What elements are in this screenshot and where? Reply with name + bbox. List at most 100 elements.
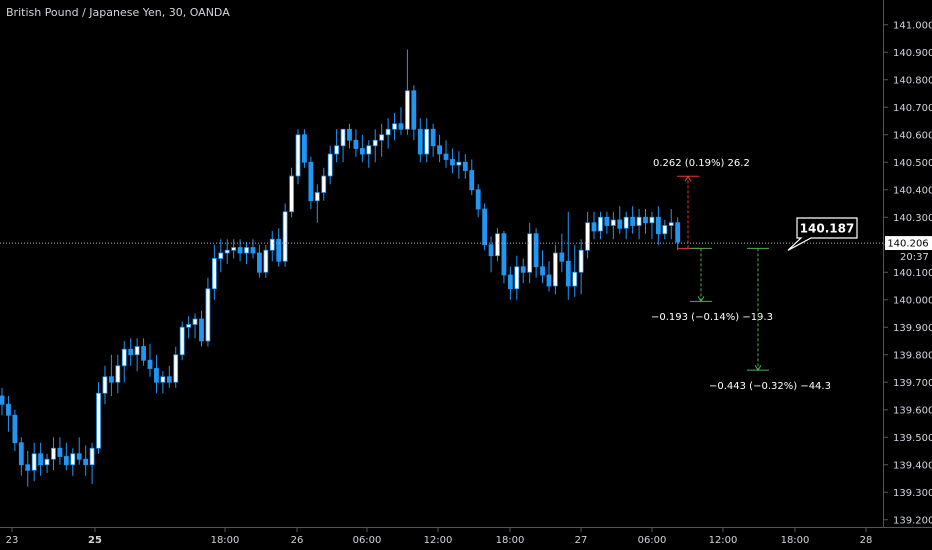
candle-body-down: [359, 148, 365, 155]
candle: [366, 140, 372, 168]
candle-body-down: [12, 414, 18, 444]
candle-body-down: [302, 134, 307, 163]
candle: [610, 211, 616, 240]
candle-body-down: [57, 447, 63, 457]
candle-body-up: [160, 376, 166, 383]
candle: [411, 85, 417, 141]
candle-body-down: [565, 260, 571, 287]
candle: [199, 310, 204, 347]
candle: [572, 244, 578, 297]
candle: [488, 236, 494, 273]
measure-annotation[interactable]: −0.193 (−0.14%) −19.3: [651, 247, 773, 323]
candle-body-down: [443, 153, 449, 160]
candle: [96, 382, 101, 454]
candle: [134, 338, 140, 372]
candle-body-up: [31, 453, 37, 471]
candle: [585, 211, 590, 259]
candle-body-down: [6, 403, 11, 416]
measure-arrowhead: [684, 175, 692, 182]
candle: [359, 134, 365, 163]
candle: [520, 258, 526, 284]
candle-body-down: [25, 464, 31, 471]
candle: [469, 159, 475, 196]
candle-body-up: [295, 134, 301, 177]
candle-body-down: [533, 233, 539, 268]
candle: [385, 118, 391, 149]
chart-title: British Pound / Japanese Yen, 30, OANDA: [6, 6, 230, 19]
candle: [83, 445, 89, 476]
candle-body-up: [392, 123, 397, 130]
time-tick-label: 28: [860, 535, 873, 546]
price-tick-label: 139.600: [893, 405, 932, 416]
candle: [417, 118, 423, 163]
candle-body-down: [437, 145, 442, 155]
candle: [437, 134, 442, 163]
candle-body-down: [76, 453, 82, 460]
candle-body-down: [430, 128, 436, 147]
time-tick-label: 25: [88, 535, 102, 546]
price-tick-label: 139.200: [893, 515, 932, 526]
candle-body-down: [488, 244, 494, 257]
candle: [655, 206, 661, 245]
candle: [430, 123, 436, 157]
candle-body-down: [398, 123, 404, 130]
price-callout[interactable]: 140.187: [787, 217, 858, 251]
candle-body-down: [166, 376, 172, 383]
time-tick-label: 06:00: [353, 535, 382, 546]
candle: [154, 354, 159, 394]
candle-body-down: [462, 161, 468, 171]
candle: [89, 442, 95, 484]
candle-body-down: [154, 368, 159, 383]
candle: [591, 211, 597, 240]
time-axis[interactable]: 23 25 18:00 26 06:00 12:00 18:00 27 06:00 12:00 18…: [6, 528, 873, 546]
candle: [604, 211, 610, 234]
price-tick-label: 140.700: [893, 103, 932, 114]
current-price-value: 140.206: [887, 239, 928, 250]
candle: [38, 442, 44, 476]
candle: [57, 437, 63, 465]
candle-body-up: [662, 225, 668, 235]
candle-body-down: [38, 453, 44, 466]
price-tick-label: 139.800: [893, 350, 932, 361]
price-tick-label: 140.400: [893, 185, 932, 196]
candle: [25, 451, 31, 487]
candle-body-up: [585, 222, 590, 251]
candle-body-up: [553, 252, 558, 287]
candle: [263, 244, 269, 278]
price-tick-label: 140.100: [893, 268, 932, 279]
measure-label: 0.262 (0.19%) 26.2: [653, 158, 750, 169]
time-tick-label: 12:00: [709, 535, 738, 546]
candle: [450, 148, 455, 174]
candle: [51, 437, 56, 471]
candles-layer: [0, 49, 681, 487]
candle-body-up: [173, 354, 179, 383]
candle-body-up: [314, 192, 320, 202]
candle: [63, 442, 69, 471]
candle-body-down: [128, 348, 134, 356]
price-tick-label: 140.300: [893, 213, 932, 224]
candle: [636, 209, 642, 240]
price-tick-label: 139.400: [893, 460, 932, 471]
candle: [108, 354, 114, 396]
candle-body-up: [340, 128, 346, 147]
candle: [372, 129, 378, 163]
candle: [398, 107, 404, 135]
candle: [475, 184, 481, 218]
candle: [321, 167, 327, 201]
candle-body-up: [96, 392, 101, 449]
candle-body-down: [540, 266, 545, 276]
candle-body-up: [572, 271, 578, 287]
candle: [147, 343, 153, 377]
candle-body-up: [527, 233, 533, 273]
candle-body-down: [353, 139, 359, 149]
candle: [623, 211, 629, 240]
measure-annotations: 0.262 (0.19%) 26.2 −0.193 (−0.14%) −19.3 −…: [651, 158, 831, 392]
candle: [121, 341, 127, 383]
candle: [302, 129, 307, 168]
time-tick-label: 23: [6, 535, 19, 546]
candle-body-up: [456, 161, 462, 166]
candle: [186, 316, 192, 339]
measure-annotation[interactable]: −0.443 (−0.32%) −44.3: [709, 247, 831, 392]
candle-body-up: [218, 252, 224, 259]
